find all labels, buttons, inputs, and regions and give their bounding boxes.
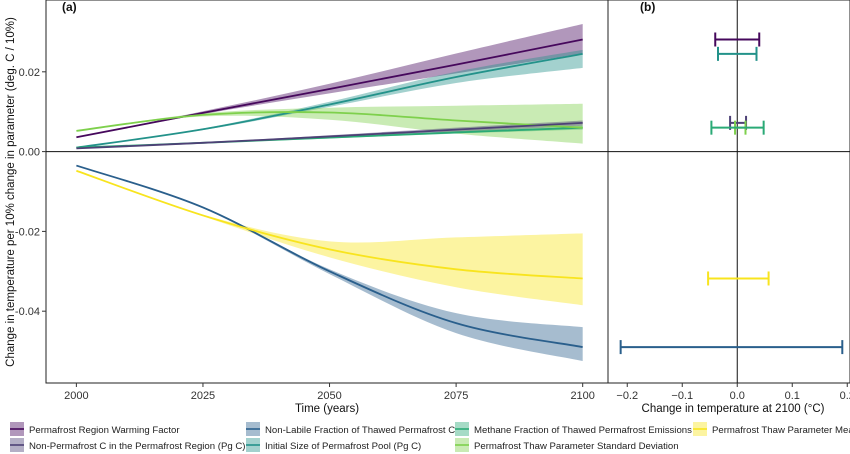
line-permafrost-thaw-parameter-standard-deviation [76,111,583,132]
error-bar-permafrost-thaw-parameter-mean [707,271,770,286]
line-non-permafrost-c-in-the-permafrost-region-pg-c [76,121,583,150]
x-tick-label: 0.1 [785,390,800,402]
panel-b-frame [607,0,850,384]
legend-item-permafrost-thaw-parameter-mean: Permafrost Thaw Parameter Mean [693,422,850,436]
legend-item-permafrost-region-warming-factor: Permafrost Region Warming Factor [10,422,180,436]
panel-b-x-axis-title: Change in temperature at 2100 (°C) [642,403,825,415]
x-tick-label: −0.2 [616,390,638,402]
legend: Permafrost Region Warming Factor Non-Labi… [10,422,850,452]
error-bar-initial-size-of-permafrost-pool-pg-c [717,46,758,61]
line-non-labile-fraction-of-thawed-permafrost-c [76,164,583,348]
error-bar-non-labile-fraction-of-thawed-permafrost-c [619,340,844,355]
legend-item-non-labile-fraction-of-thawed-permafrost-c: Non-Labile Fraction of Thawed Permafrost… [246,422,455,436]
x-tick-label: 0.2 [840,390,850,402]
legend-label: Non-Permafrost C in the Permafrost Regio… [29,441,245,452]
band-permafrost-thaw-parameter-mean [76,170,583,306]
legend-item-initial-size-of-permafrost-pool-pg-c: Initial Size of Permafrost Pool (Pg C) [246,438,421,452]
panel-b: −0.2 −0.1 0.0 0.1 0.2 (b) Change in temperat… [607,0,850,415]
band-initial-size-of-permafrost-pool-pg-c [76,49,583,148]
legend-item-methane-fraction-of-thawed-permafrost-emissions: Methane Fraction of Thawed Permafrost Em… [455,422,692,436]
panel-a-bands [76,23,583,362]
panel-a-y-ticks: -0.04 -0.02 0.00 0.02 [15,67,46,318]
x-tick-label: −0.1 [671,390,693,402]
x-tick-label: 2000 [64,390,88,402]
panel-a-label: (a) [62,0,77,14]
panel-a-x-ticks: 2000 2025 2050 2075 2100 [64,383,595,402]
panel-b-error-bars [619,32,844,355]
x-tick-label: 0.0 [730,390,745,402]
legend-label: Permafrost Region Warming Factor [29,425,180,436]
panel-a-y-axis-title: Change in temperature per 10% change in … [5,17,17,367]
line-permafrost-thaw-parameter-mean [76,169,583,280]
panel-a-lines [76,38,583,348]
x-tick-label: 2050 [317,390,341,402]
error-bar-methane-fraction-of-thawed-permafrost-emissions [710,120,765,135]
panel-b-x-ticks: −0.2 −0.1 0.0 0.1 0.2 [616,383,850,402]
x-tick-label: 2075 [444,390,468,402]
legend-label: Permafrost Thaw Parameter Standard Devia… [474,441,679,452]
y-tick-label: -0.02 [15,226,40,238]
panel-a-x-axis-title: Time (years) [295,403,359,415]
y-tick-label: -0.04 [15,306,40,318]
line-initial-size-of-permafrost-pool-pg-c [76,52,583,149]
x-tick-label: 2025 [191,390,215,402]
panel-b-label: (b) [640,0,655,14]
panel-a: 2000 2025 2050 2075 2100 -0.04-0.020.000.02 … [5,0,609,415]
legend-label: Initial Size of Permafrost Pool (Pg C) [265,441,421,452]
error-bar-permafrost-region-warming-factor [714,32,761,47]
line-permafrost-region-warming-factor [76,38,583,139]
y-tick-label: 0.02 [19,67,40,79]
band-non-labile-fraction-of-thawed-permafrost-c [76,165,583,362]
legend-item-permafrost-thaw-parameter-standard-deviation: Permafrost Thaw Parameter Standard Devia… [455,438,679,452]
y-tick-label: 0.00 [19,147,40,159]
x-tick-label: 2100 [570,390,594,402]
legend-label: Methane Fraction of Thawed Permafrost Em… [474,425,692,436]
legend-item-non-permafrost-c-in-the-permafrost-region-pg-c: Non-Permafrost C in the Permafrost Regio… [10,438,245,452]
legend-label: Non-Labile Fraction of Thawed Permafrost… [265,425,455,436]
legend-label: Permafrost Thaw Parameter Mean [712,425,850,436]
